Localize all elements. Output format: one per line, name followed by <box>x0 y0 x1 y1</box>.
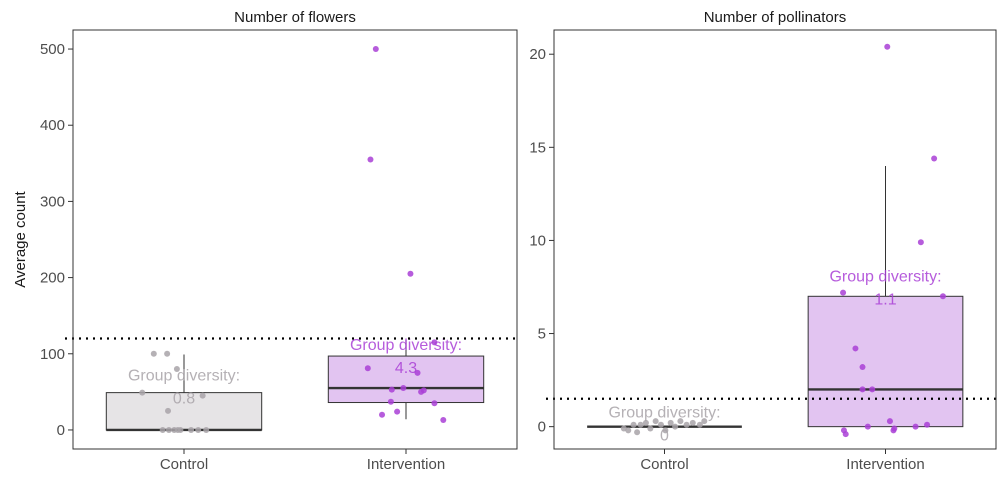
data-point <box>859 364 866 371</box>
chart-panel-1: Number of flowers Average count 0 100 200 300… <box>12 9 519 473</box>
data-point <box>662 427 669 434</box>
y-tick-label: 0 <box>57 422 65 439</box>
data-point <box>917 239 924 246</box>
data-point <box>696 421 703 428</box>
data-point <box>625 427 632 434</box>
y-tick-label: 0 <box>538 419 546 436</box>
group-diversity-value: 0 <box>660 427 669 444</box>
x-tick-label: Control <box>640 456 688 473</box>
data-point <box>931 155 938 162</box>
data-point <box>677 418 684 425</box>
data-point <box>840 289 847 296</box>
data-point <box>672 423 679 430</box>
box-intervention <box>807 295 964 428</box>
y-tick-label: 300 <box>40 193 65 210</box>
chart-panel-2: Number of pollinators 0 5 10 15 20 Control Inte… <box>529 9 998 473</box>
data-point <box>634 429 641 436</box>
data-point <box>859 386 866 393</box>
group-diversity-label: Group diversity: <box>608 404 720 421</box>
data-point <box>199 392 206 399</box>
y-tick-label: 20 <box>529 46 546 63</box>
data-point <box>642 419 649 426</box>
y-axis-label: Average count <box>12 190 29 287</box>
data-point <box>630 421 637 428</box>
data-point <box>139 389 146 396</box>
data-point <box>388 386 395 393</box>
group-diversity-value: 0.8 <box>173 390 195 407</box>
y-tick-label: 100 <box>40 346 65 363</box>
data-point <box>165 426 172 433</box>
data-point <box>924 421 931 428</box>
data-point <box>884 43 891 50</box>
y-tick-label: 400 <box>40 117 65 134</box>
group-diversity-label: Group diversity: <box>128 367 240 384</box>
data-point <box>372 46 379 53</box>
data-point <box>431 339 438 346</box>
data-point <box>852 345 859 352</box>
data-point <box>150 350 157 357</box>
data-point <box>203 426 210 433</box>
panel-title: Number of pollinators <box>704 9 847 26</box>
y-tick-label: 200 <box>40 270 65 287</box>
data-point <box>420 387 427 394</box>
data-point <box>173 366 180 373</box>
data-point <box>414 369 421 376</box>
x-tick-label: Control <box>160 456 208 473</box>
data-point <box>364 365 371 372</box>
data-point <box>647 425 654 432</box>
data-point <box>864 423 871 430</box>
data-point <box>912 423 919 430</box>
y-tick-label: 500 <box>40 41 65 58</box>
data-point <box>177 426 184 433</box>
data-point <box>379 411 386 418</box>
y-tick-label: 5 <box>538 326 546 343</box>
data-point <box>683 421 690 428</box>
data-point <box>701 418 708 425</box>
group-diversity-value: 4.3 <box>395 360 417 377</box>
panel-title: Number of flowers <box>234 9 356 26</box>
data-point <box>657 421 664 428</box>
group-diversity-label: Group diversity: <box>350 337 462 354</box>
data-point <box>891 425 898 432</box>
data-point <box>195 426 202 433</box>
group-diversity-label: Group diversity: <box>829 268 941 285</box>
x-tick-label: Intervention <box>367 456 445 473</box>
y-tick-label: 15 <box>529 139 546 156</box>
data-point <box>159 426 166 433</box>
data-point <box>164 350 171 357</box>
data-point <box>394 408 401 415</box>
data-point <box>939 293 946 300</box>
data-point <box>165 407 172 414</box>
data-point <box>689 419 696 426</box>
data-point <box>367 156 374 163</box>
data-point <box>407 270 414 277</box>
data-point <box>652 418 659 425</box>
box-control <box>105 392 263 431</box>
x-tick-label: Intervention <box>846 456 924 473</box>
box-intervention <box>327 355 485 404</box>
data-point <box>400 385 407 392</box>
data-point <box>637 421 644 428</box>
panel-border <box>553 29 997 450</box>
y-tick-label: 10 <box>529 232 546 249</box>
data-point <box>842 431 849 438</box>
group-diversity-value: 1.1 <box>874 291 896 308</box>
data-point <box>431 400 438 407</box>
data-point <box>869 386 876 393</box>
data-point <box>440 417 447 424</box>
panel-border <box>72 29 518 450</box>
data-point <box>387 398 394 405</box>
data-point <box>188 426 195 433</box>
data-point <box>886 418 893 425</box>
data-point <box>667 419 674 426</box>
